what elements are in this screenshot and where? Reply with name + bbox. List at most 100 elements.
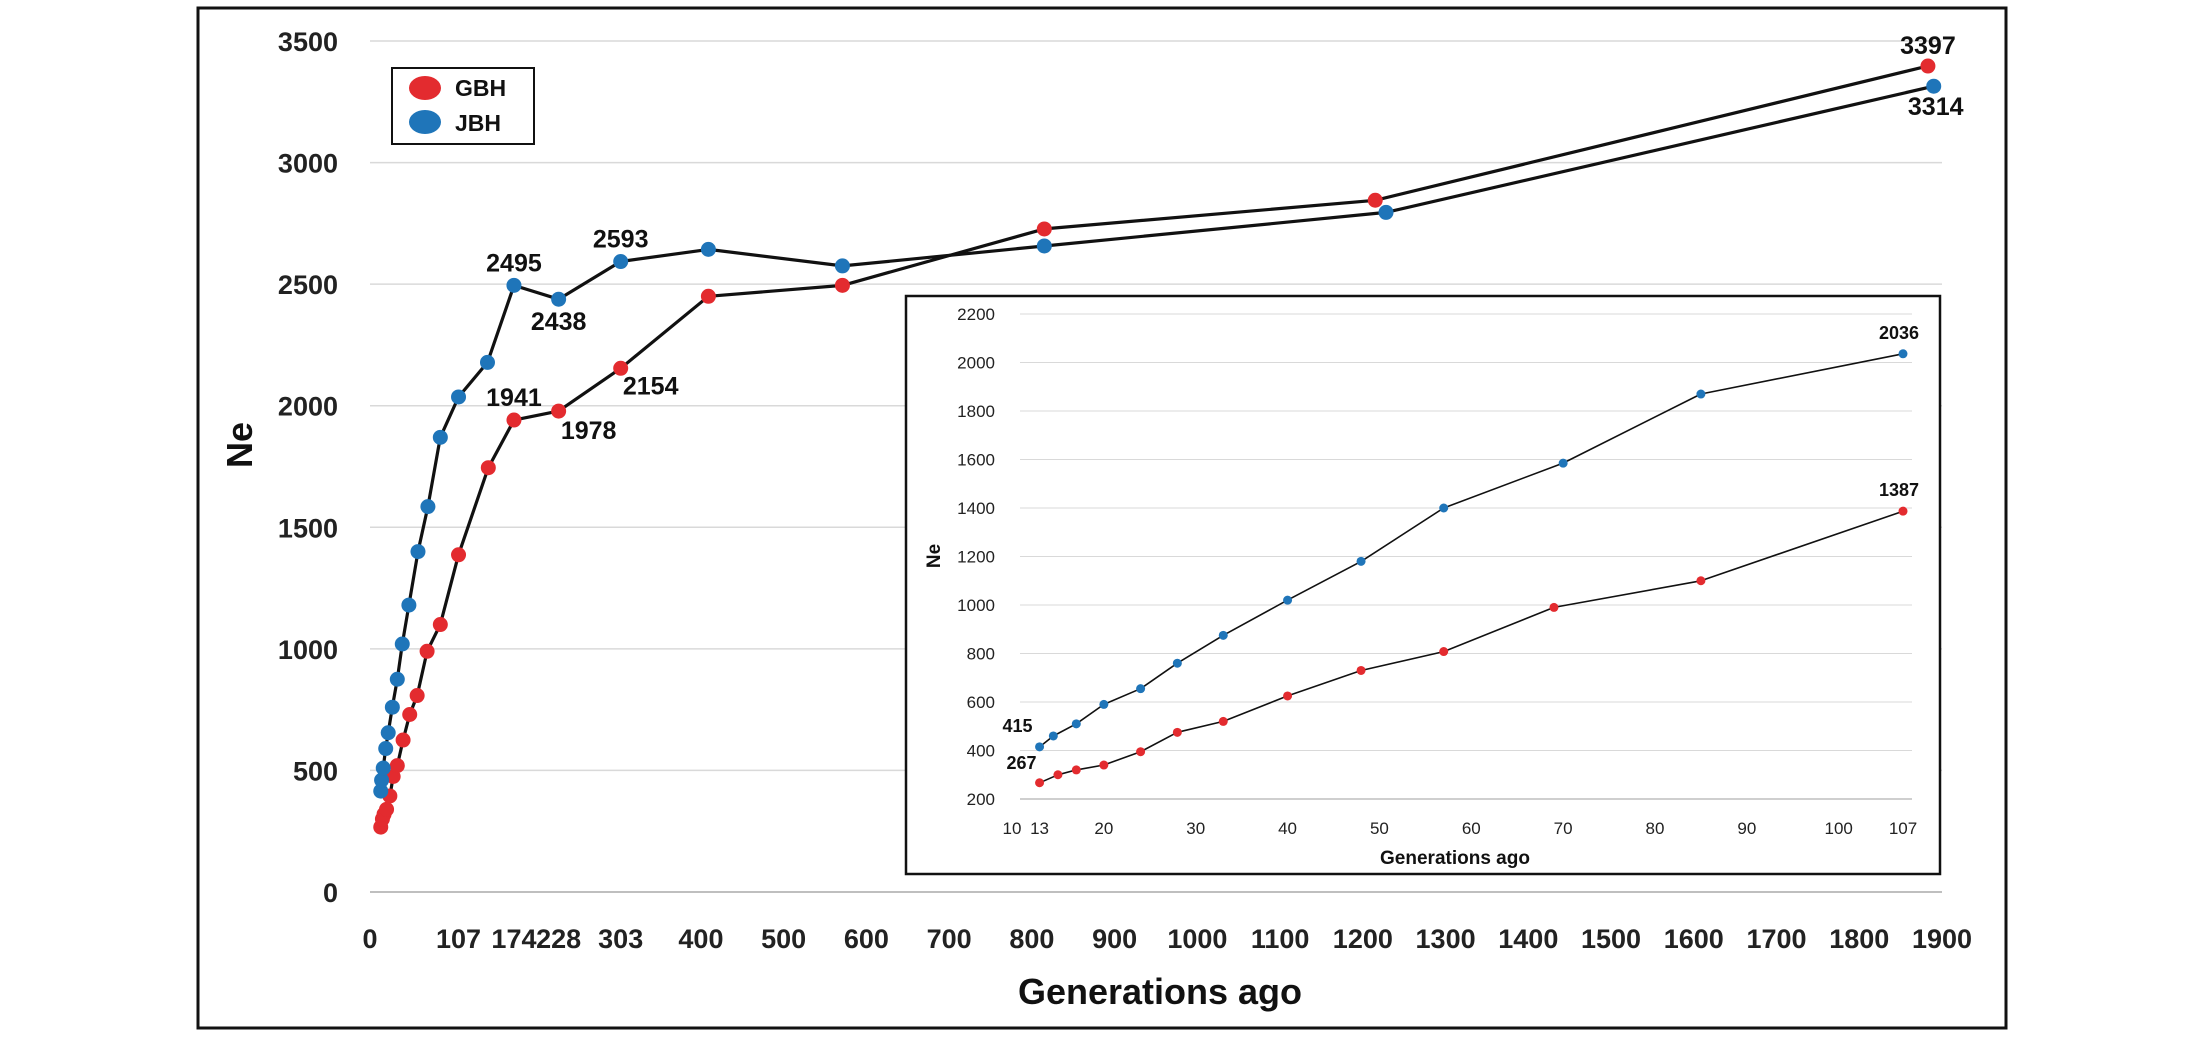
main-point-jbh — [506, 277, 522, 293]
main-point-gbh — [379, 801, 395, 817]
main-point-jbh — [451, 389, 467, 405]
main-point-gbh — [613, 360, 629, 376]
main-point-gbh — [402, 707, 418, 723]
main-point-jbh — [834, 258, 850, 274]
inset-point-gbh — [1053, 770, 1063, 780]
inset-point-jbh — [1048, 731, 1058, 741]
main-axes: 0 500 1000 1500 2000 2500 3000 3500 0 107 174 228 30… — [278, 27, 1972, 954]
inset-gridlines — [1020, 313, 1912, 751]
main-y-tick-label: 2000 — [278, 392, 338, 422]
main-x-tick-label: 500 — [761, 924, 806, 954]
inset-y-tick-label: 1000 — [957, 596, 995, 615]
inset-x-tick-label: 107 — [1889, 819, 1917, 838]
inset-point-gbh — [1898, 506, 1908, 516]
main-data-label-jbh: 2438 — [531, 308, 587, 336]
inset-point-jbh — [1035, 742, 1045, 752]
main-x-tick-label: 1900 — [1912, 924, 1972, 954]
main-point-jbh — [551, 291, 567, 307]
main-data-label-gbh: 2154 — [623, 372, 679, 400]
inset-point-jbh — [1283, 595, 1293, 605]
inset-x-tick-label: 10 — [1003, 819, 1022, 838]
main-x-tick-label: 174 — [491, 924, 536, 954]
legend-gbh-marker — [409, 76, 441, 100]
main-data-label-jbh: 3314 — [1908, 93, 1964, 121]
main-y-tick-label: 3000 — [278, 149, 338, 179]
main-x-tick-label: 1400 — [1498, 924, 1558, 954]
main-x-tick-label: 600 — [844, 924, 889, 954]
inset-point-jbh — [1071, 719, 1081, 729]
main-point-jbh — [373, 783, 389, 799]
main-point-gbh — [834, 277, 850, 293]
inset-point-gbh — [1218, 716, 1228, 726]
inset-y-tick-label: 1400 — [957, 499, 995, 518]
inset-point-gbh — [1283, 691, 1293, 701]
main-point-jbh — [1036, 238, 1052, 254]
inset-point-gbh — [1439, 647, 1449, 657]
main-data-label-jbh: 2495 — [486, 249, 542, 277]
main-point-jbh — [384, 699, 400, 715]
inset-point-gbh — [1172, 727, 1182, 737]
inset-x-tick-label: 90 — [1737, 819, 1756, 838]
main-x-tick-label: 1500 — [1581, 924, 1641, 954]
inset-y-tick-label: 600 — [967, 693, 995, 712]
inset-data-label-gbh: 1387 — [1879, 480, 1919, 500]
main-x-tick-label: 700 — [927, 924, 972, 954]
inset-x-tick-label: 20 — [1094, 819, 1113, 838]
main-x-tick-label: 1300 — [1416, 924, 1476, 954]
main-y-tick-label: 3500 — [278, 27, 338, 57]
main-point-gbh — [451, 547, 467, 563]
inset-point-gbh — [1099, 760, 1109, 770]
main-point-gbh — [409, 688, 425, 704]
main-x-tick-label: 900 — [1092, 924, 1137, 954]
main-point-jbh — [389, 671, 405, 687]
legend-gbh-label: GBH — [455, 75, 506, 101]
inset-y-tick-label: 1600 — [957, 451, 995, 470]
inset-y-tick-label: 400 — [967, 742, 995, 761]
main-x-tick-label: 1200 — [1333, 924, 1393, 954]
main-point-gbh — [506, 412, 522, 428]
main-point-jbh — [1926, 78, 1942, 94]
main-point-gbh — [551, 403, 567, 419]
main-data-label-gbh: 1941 — [486, 384, 542, 412]
inset-y-tick-label: 1800 — [957, 402, 995, 421]
main-point-gbh — [395, 732, 411, 748]
main-point-jbh — [613, 254, 629, 270]
main-x-tick-label: 107 — [436, 924, 481, 954]
main-point-jbh — [401, 597, 417, 613]
main-point-jbh — [394, 636, 410, 652]
inset-frame — [904, 294, 1942, 876]
legend-jbh-marker — [409, 110, 441, 134]
inset-data-label-jbh: 2036 — [1879, 323, 1919, 343]
inset-point-gbh — [1696, 576, 1706, 586]
main-point-gbh — [419, 643, 435, 659]
inset-x-axis-title: Generations ago — [1380, 848, 1530, 869]
inset-x-tick-label: 30 — [1186, 819, 1205, 838]
main-point-gbh — [389, 758, 405, 774]
main-data-label-gbh: 3397 — [1900, 32, 1956, 60]
main-point-jbh — [420, 499, 436, 515]
legend: GBH JBH — [391, 67, 535, 145]
main-x-tick-label: 800 — [1009, 924, 1054, 954]
main-point-gbh — [1367, 192, 1383, 208]
main-point-jbh — [700, 241, 716, 257]
main-point-jbh — [410, 544, 426, 560]
main-y-tick-label: 1500 — [278, 513, 338, 543]
inset-point-gbh — [1549, 602, 1559, 612]
main-y-tick-label: 2500 — [278, 270, 338, 300]
inset-point-jbh — [1172, 658, 1182, 668]
inset-point-jbh — [1439, 503, 1449, 513]
main-y-tick-label: 500 — [293, 756, 338, 786]
legend-jbh-label: JBH — [455, 110, 501, 136]
main-x-tick-label: 1000 — [1167, 924, 1227, 954]
inset-point-jbh — [1136, 684, 1146, 694]
main-point-jbh — [1378, 204, 1394, 220]
inset-y-tick-label: 800 — [967, 645, 995, 664]
main-point-jbh — [374, 772, 390, 788]
inset-point-jbh — [1356, 556, 1366, 566]
main-x-tick-label: 1700 — [1746, 924, 1806, 954]
inset-x-tick-label: 40 — [1278, 819, 1297, 838]
inset-y-tick-label: 2200 — [957, 305, 995, 324]
main-point-gbh — [1036, 221, 1052, 237]
